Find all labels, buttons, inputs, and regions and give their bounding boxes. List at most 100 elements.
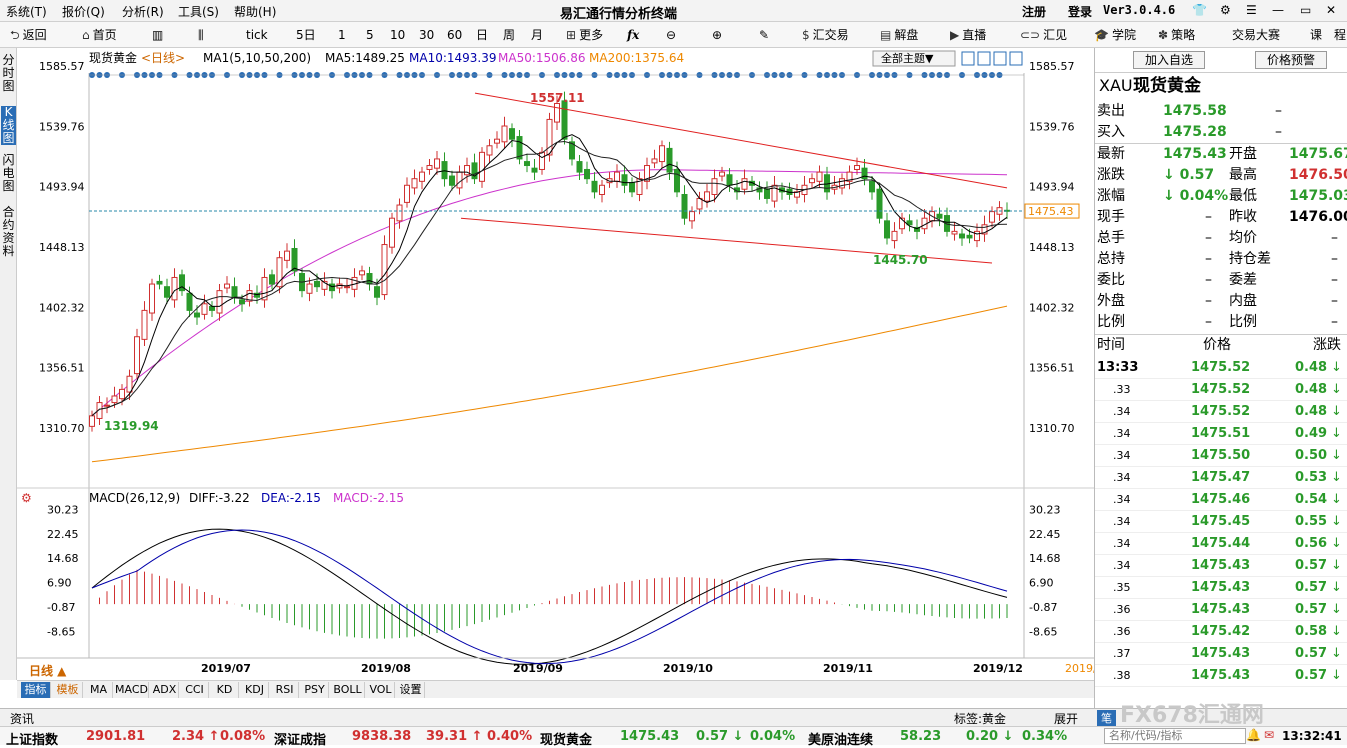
candle-body <box>224 283 230 289</box>
news-tab[interactable]: 资讯 <box>10 712 35 726</box>
menu-system[interactable]: 系统(T) <box>6 5 47 19</box>
kline-icon[interactable]: ⫼ <box>198 28 204 42</box>
menu-icon[interactable]: ☰ <box>1246 3 1257 17</box>
ticker-chg: 0.57 ↓ <box>696 729 744 744</box>
search-input[interactable]: 名称/代码/指标 <box>1104 728 1246 744</box>
tick-t: .34 <box>1113 427 1131 440</box>
macd-settings-icon[interactable]: ⚙ <box>21 491 32 505</box>
analysis-button[interactable]: ▤ 解盘 <box>880 26 918 44</box>
mini-tool-icon[interactable] <box>1009 51 1023 66</box>
candle-body <box>554 102 560 123</box>
toolbar-mini-icons[interactable] <box>961 51 1023 66</box>
period-5[interactable]: 5 <box>366 28 374 42</box>
strategy-button[interactable]: ✽ 策略 <box>1158 26 1195 44</box>
stat-v1: – <box>1205 293 1212 309</box>
period-1[interactable]: 1 <box>338 28 346 42</box>
minimize-icon[interactable]: — <box>1272 3 1284 17</box>
tick-button[interactable]: tick <box>246 28 268 42</box>
register-link[interactable]: 注册 <box>1022 5 1047 19</box>
stat-v2: 1475.67 <box>1289 146 1347 162</box>
tick-p: 1475.46 <box>1191 492 1251 507</box>
indicator-tab-4[interactable]: ADX <box>151 682 179 698</box>
gear-icon[interactable]: ⚙ <box>1220 3 1231 17</box>
home-label: 首页 <box>92 28 117 42</box>
analysis-label: 解盘 <box>894 28 919 42</box>
theme-dropdown[interactable] <box>872 50 956 67</box>
expand-button[interactable]: 展开 <box>1054 712 1079 726</box>
menu-tools[interactable]: 工具(S) <box>178 5 219 19</box>
menu-quote[interactable]: 报价(Q) <box>62 5 105 19</box>
indicator-tab-2[interactable]: MA <box>85 682 113 698</box>
period-week[interactable]: 周 <box>503 28 516 42</box>
indicator-tab-7[interactable]: KDJ <box>241 682 269 698</box>
candle-body <box>111 395 118 404</box>
candle-body <box>741 178 748 190</box>
notify-icon[interactable]: 🔔 <box>1246 728 1261 742</box>
candle-body <box>314 280 320 288</box>
period-60[interactable]: 60 <box>447 28 463 42</box>
huijian-button[interactable]: ⊂⊃ 汇见 <box>1020 26 1067 44</box>
pen-tab[interactable]: 笔 <box>1097 710 1116 726</box>
contest-button[interactable]: 交易大赛 <box>1232 28 1281 42</box>
period-30[interactable]: 30 <box>419 28 435 42</box>
pen-icon[interactable]: ✎ <box>759 28 770 42</box>
add-watch-button[interactable]: 加入自选 <box>1133 51 1205 69</box>
more-button[interactable]: ⊞ 更多 <box>566 26 603 44</box>
login-link[interactable]: 登录 <box>1068 5 1093 19</box>
ma5-line <box>91 134 1008 417</box>
course2-button[interactable]: 程 <box>1334 28 1347 42</box>
period-5d[interactable]: 5日 <box>296 28 316 42</box>
menu-analysis[interactable]: 分析(R) <box>122 5 164 19</box>
ticker-name[interactable]: 上证指数 <box>6 733 59 748</box>
tab-flash[interactable]: 闪电图 <box>2 153 15 193</box>
row-divider <box>1095 686 1347 687</box>
indicator-tab-10[interactable]: BOLL <box>331 682 365 698</box>
course-button[interactable]: 课 <box>1310 28 1323 42</box>
trade-label: 汇交易 <box>812 28 849 42</box>
indicator-tab-6[interactable]: KD <box>211 682 239 698</box>
candle-body <box>246 290 253 302</box>
period-day[interactable]: 日 <box>476 28 489 42</box>
tab-timeshare[interactable]: 分时图 <box>2 53 15 93</box>
live-button[interactable]: ▶ 直播 <box>950 26 986 44</box>
indicator-tab-12[interactable]: 设置 <box>397 682 425 698</box>
candle-body <box>561 100 568 140</box>
period-10[interactable]: 10 <box>390 28 406 42</box>
indicator-tab-1[interactable]: 模板 <box>53 682 83 698</box>
mini-tool-icon[interactable] <box>961 51 975 66</box>
event-markers[interactable] <box>89 72 1024 78</box>
formula-icon[interactable]: fx <box>627 28 640 42</box>
zoom-in-icon[interactable]: ⊕ <box>712 28 723 42</box>
tab-kline[interactable]: K线图 <box>1 105 16 145</box>
period-month[interactable]: 月 <box>531 28 544 42</box>
indicator-tab-9[interactable]: PSY <box>301 682 329 698</box>
close-icon[interactable]: ✕ <box>1326 3 1337 17</box>
maximize-icon[interactable]: ▭ <box>1300 3 1312 17</box>
indicator-tab-0[interactable]: 指标 <box>21 682 51 698</box>
indicator-tab-3[interactable]: MACD <box>115 682 149 698</box>
back-button[interactable]: ⮌ 返回 <box>10 26 47 44</box>
back-icon: ⮌ <box>10 28 20 42</box>
ticker-name[interactable]: 美原油连续 <box>808 733 874 748</box>
home-button[interactable]: ⌂ 首页 <box>82 26 117 44</box>
school-button[interactable]: 🎓 学院 <box>1094 26 1136 44</box>
tick-t: .37 <box>1113 647 1131 660</box>
trade-button[interactable]: $ 汇交易 <box>802 26 849 44</box>
candle-body <box>914 226 920 232</box>
menu-help[interactable]: 帮助(H) <box>234 5 277 19</box>
indicator-tab-5[interactable]: CCI <box>181 682 209 698</box>
price-alert-button[interactable]: 价格预警 <box>1255 51 1327 69</box>
mini-tool-icon[interactable] <box>993 51 1007 66</box>
mini-tool-icon[interactable] <box>977 51 991 66</box>
ticker-name[interactable]: 深证成指 <box>274 733 327 748</box>
period-tab[interactable]: 日线 ▲ <box>29 663 67 678</box>
zoom-out-icon[interactable]: ⊖ <box>666 28 677 42</box>
indicator-tab-11[interactable]: VOL <box>367 682 395 698</box>
kline-chart[interactable]: 现货黄金 <日线> MA1(5,10,50,200) MA5:1489.25 M… <box>17 48 1094 680</box>
indicator-tab-8[interactable]: RSI <box>271 682 299 698</box>
candle-icon[interactable]: ▥ <box>152 28 164 42</box>
ticker-name[interactable]: 现货黄金 <box>540 733 593 748</box>
mail-icon[interactable]: ✉ <box>1264 728 1275 742</box>
shirt-icon[interactable]: 👕 <box>1192 3 1207 17</box>
tab-contract[interactable]: 合约资料 <box>2 205 15 258</box>
